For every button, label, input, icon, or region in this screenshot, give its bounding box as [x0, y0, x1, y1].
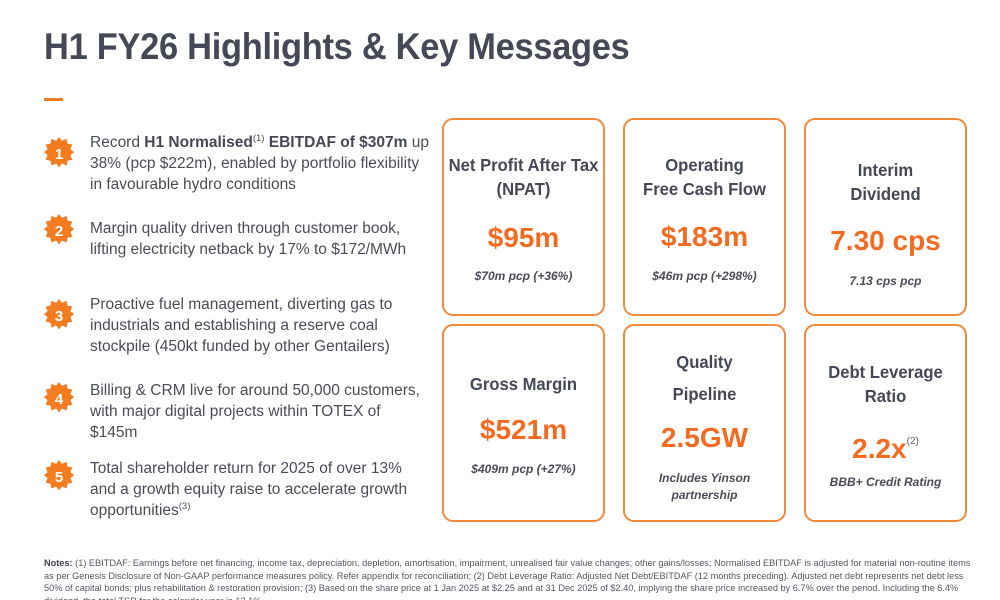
key-message-text: Margin quality driven through customer b… — [90, 220, 407, 258]
kpi-subtext: Includes Yinson partnership — [658, 471, 751, 502]
kpi-card-npat: Net Profit After Tax (NPAT) $95m $70m pcp… — [442, 118, 605, 316]
key-message-text: Billing & CRM live for around 50,000 cus… — [90, 382, 420, 441]
gear-badge-icon: 3 — [40, 298, 78, 336]
kpi-card-quality-pipeline: Quality Pipeline 2.5GW Includes Yinson par… — [623, 324, 786, 522]
key-message-text: Proactive fuel management, diverting gas… — [90, 296, 393, 355]
kpi-card-gross-margin: Gross Margin $521m $409m pcp (+27%) — [442, 324, 605, 522]
gear-badge-icon: 5 — [40, 459, 78, 497]
gear-badge-icon: 4 — [40, 381, 78, 419]
kpi-card-debt-leverage: Debt Leverage Ratio 2.2x(2) BBB+ Credit R… — [804, 324, 967, 522]
kpi-subtext: $46m pcp (+298%) — [652, 269, 757, 283]
gear-badge-icon: 1 — [40, 136, 78, 174]
key-message-text: Total shareholder return for 2025 of ove… — [90, 460, 408, 519]
title-accent-bar — [44, 98, 63, 101]
kpi-label: Operating Free Cash Flow — [643, 155, 766, 199]
kpi-subtext: BBB+ Credit Rating — [829, 475, 942, 489]
kpi-value: 7.30 cps — [830, 225, 941, 256]
gear-badge-icon: 2 — [40, 213, 78, 251]
kpi-label: Quality Pipeline — [672, 352, 737, 404]
kpi-label: Net Profit After Tax (NPAT) — [448, 155, 599, 199]
kpi-value: 2.2x(2) — [852, 433, 919, 464]
kpi-value: $95m — [487, 222, 560, 253]
kpi-card-interim-dividend: Interim Dividend 7.30 cps 7.13 cps pcp — [804, 118, 967, 316]
key-message-text: Record H1 Normalised(1) EBITDAF of $307m… — [90, 133, 429, 193]
kpi-subtext: $70m pcp (+36%) — [474, 269, 573, 283]
kpi-subtext: 7.13 cps pcp — [849, 274, 922, 288]
kpi-label: Interim Dividend — [850, 160, 921, 204]
page-title: H1 FY26 Highlights & Key Messages — [44, 26, 630, 67]
kpi-label: Gross Margin — [469, 374, 578, 394]
kpi-label: Debt Leverage Ratio — [828, 362, 943, 406]
kpi-value: 2.5GW — [660, 422, 749, 453]
kpi-value: $521m — [479, 414, 568, 445]
kpi-value: $183m — [660, 221, 749, 252]
kpi-card-operating-fcf: Operating Free Cash Flow $183m $46m pcp (… — [623, 118, 786, 316]
kpi-subtext: $409m pcp (+27%) — [471, 462, 576, 476]
footnotes: Notes: (1) EBITDAF: Earnings before net … — [44, 558, 971, 600]
